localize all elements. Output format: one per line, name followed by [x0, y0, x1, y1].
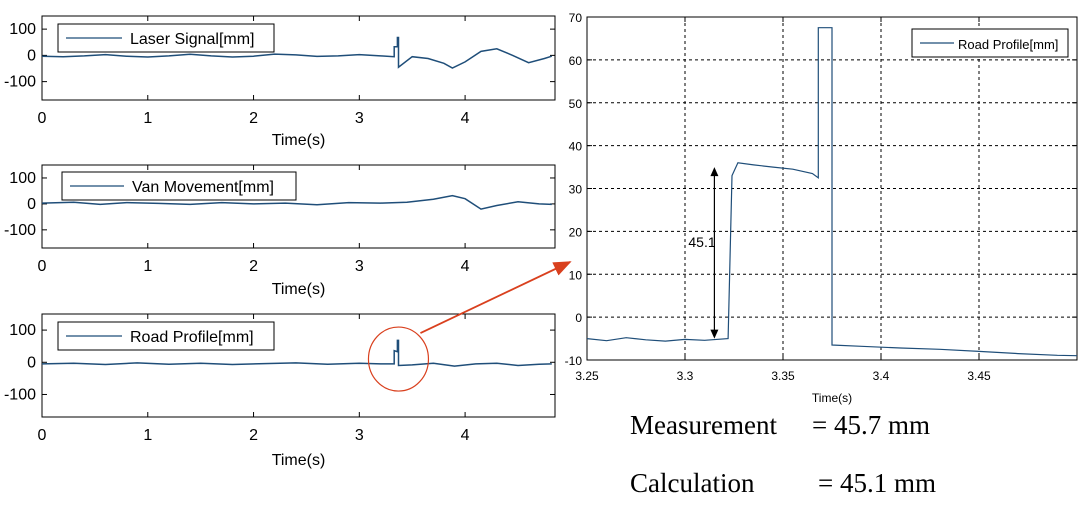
y-tick-label: 20: [569, 225, 583, 239]
plot-frame: [41, 313, 556, 418]
x-tick-label: 3: [355, 110, 364, 127]
plot-frame: [41, 164, 556, 249]
y-tick-label: 100: [9, 21, 36, 38]
chart-3: 0 1 2 3 4 100 0 -100 Road Profile[mm] Time(s): [4, 313, 556, 469]
x-tick-label: 1: [143, 258, 152, 275]
x-tick-label: 0: [38, 258, 47, 275]
x-tick-label: 4: [461, 110, 470, 127]
series-line: [41, 36, 553, 69]
chart-1: 0 1 2 3 4 100 0 -100 Laser Signal[mm] Time(s): [4, 15, 556, 149]
x-tick-label: 3.4: [873, 369, 890, 383]
legend-label: Van Movement[mm]: [132, 179, 274, 196]
series-line: [41, 194, 552, 210]
legend-label: Road Profile[mm]: [958, 37, 1058, 52]
x-axis-label: Time(s): [272, 452, 326, 469]
plot-frame: [41, 15, 556, 101]
y-tick-label: 100: [9, 170, 36, 187]
y-tick-label: -100: [4, 74, 36, 91]
y-tick-label: -100: [4, 222, 36, 239]
zoom-callout-arrow: [420, 261, 572, 334]
series-line: [41, 339, 552, 367]
x-tick-label: 2: [249, 427, 258, 444]
series-line: [586, 27, 1078, 357]
arrow-head-up: [710, 167, 719, 177]
x-tick-label: 2: [249, 258, 258, 275]
y-tick-label: 40: [569, 140, 583, 154]
legend-label: Road Profile[mm]: [130, 329, 254, 346]
measurement-label: Measurement: [630, 410, 777, 440]
chart-2: 0 1 2 3 4 100 0 -100 Van Movement[mm] Time(s): [4, 164, 556, 298]
zoom-circle: [367, 326, 430, 392]
measurement-value: = 45.7 mm: [812, 410, 930, 440]
x-tick-label: 3.3: [677, 369, 694, 383]
y-tick-label: 0: [575, 311, 582, 325]
y-tick-label: 0: [27, 196, 36, 213]
x-tick-label: 3: [355, 427, 364, 444]
x-tick-label: 4: [461, 427, 470, 444]
x-tick-label: 2: [249, 110, 258, 127]
y-tick-label: 100: [9, 322, 36, 339]
y-tick-label: 60: [569, 54, 583, 68]
y-tick-label: 10: [569, 268, 583, 282]
x-tick-label: 0: [38, 427, 47, 444]
x-tick-label: 4: [461, 258, 470, 275]
y-tick-label: -10: [565, 354, 583, 368]
height-annotation: 45.1: [688, 234, 715, 250]
y-tick-label: 50: [569, 97, 583, 111]
x-tick-label: 3.35: [771, 369, 795, 383]
x-axis-label: Time(s): [812, 391, 852, 405]
x-tick-label: 1: [143, 110, 152, 127]
legend-label: Laser Signal[mm]: [130, 31, 255, 48]
x-tick-label: 3: [355, 258, 364, 275]
x-tick-label: 3.45: [967, 369, 991, 383]
y-tick-label: 0: [27, 47, 36, 64]
arrow-head-down: [710, 329, 719, 339]
y-tick-label: 30: [569, 183, 583, 197]
y-tick-label: -100: [4, 386, 36, 403]
chart-4: 3.25 3.3 3.35 3.4 3.45 70 60 50 40 30 20 10 0 -10 Road…: [565, 11, 1078, 405]
x-tick-label: 1: [143, 427, 152, 444]
y-tick-label: 70: [569, 11, 583, 25]
calculation-label: Calculation: [630, 468, 755, 498]
x-axis-label: Time(s): [272, 281, 326, 298]
x-tick-label: 3.25: [575, 369, 599, 383]
x-tick-label: 0: [38, 110, 47, 127]
y-tick-label: 0: [27, 354, 36, 371]
x-axis-label: Time(s): [272, 132, 326, 149]
calculation-value: = 45.1 mm: [818, 468, 936, 498]
legend-box: [61, 171, 297, 201]
